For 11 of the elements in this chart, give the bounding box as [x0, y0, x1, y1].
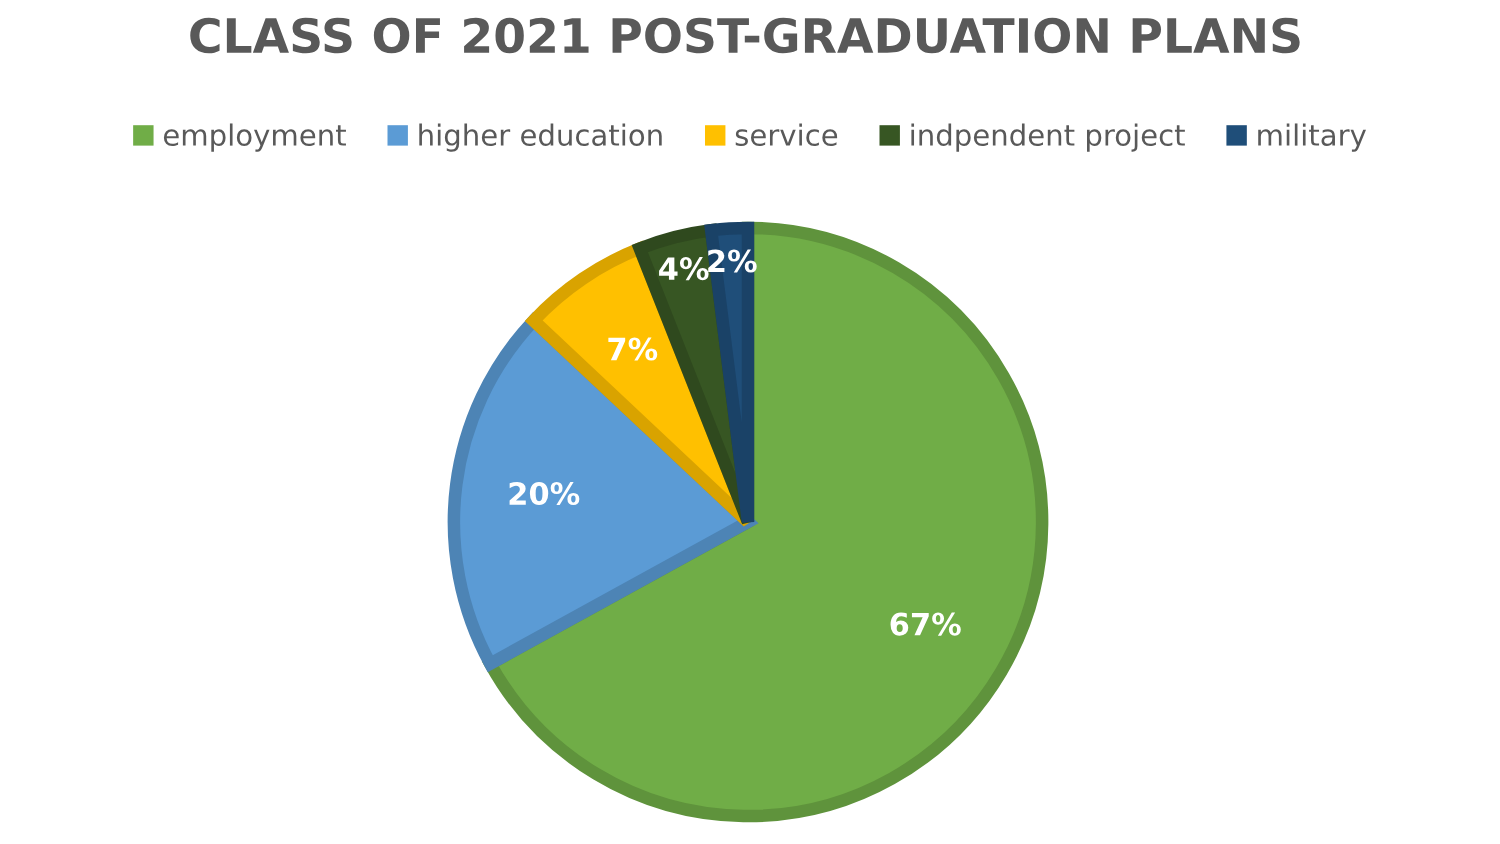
legend-label: higher education — [419, 123, 662, 152]
data-label: 2% — [708, 249, 757, 273]
data-label: 7% — [608, 337, 658, 361]
data-label: 67% — [890, 612, 961, 636]
legend-label: service — [735, 123, 838, 147]
legend-label: military — [1258, 123, 1366, 152]
chart-title: CLASS OF 2021 POST-GRADUATION PLANS — [190, 17, 1300, 54]
data-label: 20% — [509, 481, 580, 506]
legend-label: employment — [163, 123, 346, 152]
data-label: 4% — [659, 257, 709, 281]
legend-label: indpendent project — [911, 123, 1185, 152]
